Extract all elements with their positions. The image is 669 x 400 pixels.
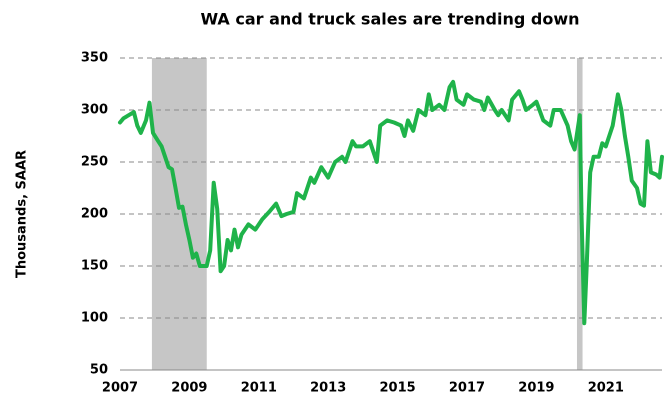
x-tick-label: 2009 (171, 381, 207, 396)
x-tick-label: 2011 (241, 381, 277, 396)
recession-band (151, 58, 207, 370)
x-tick-label: 2015 (379, 381, 415, 396)
y-tick-label: 350 (81, 51, 108, 66)
line (118, 79, 664, 326)
x-tick-label: 2017 (449, 381, 485, 396)
y-axis-title: Thousands, SAAR (15, 150, 30, 278)
y-tick-label: 300 (81, 103, 108, 118)
y-tick-label: 150 (81, 259, 108, 274)
x-tick-label: 2007 (102, 381, 138, 396)
x-tick-label: 2021 (588, 381, 624, 396)
x-tick-label: 2013 (310, 381, 346, 396)
x-tick-label: 2019 (518, 381, 554, 396)
y-tick-label: 100 (81, 311, 108, 326)
chart-title: WA car and truck sales are trending down (200, 10, 579, 29)
y-tick-label: 250 (81, 155, 108, 170)
y-tick-label: 50 (90, 363, 108, 378)
y-tick-label: 200 (81, 207, 108, 222)
